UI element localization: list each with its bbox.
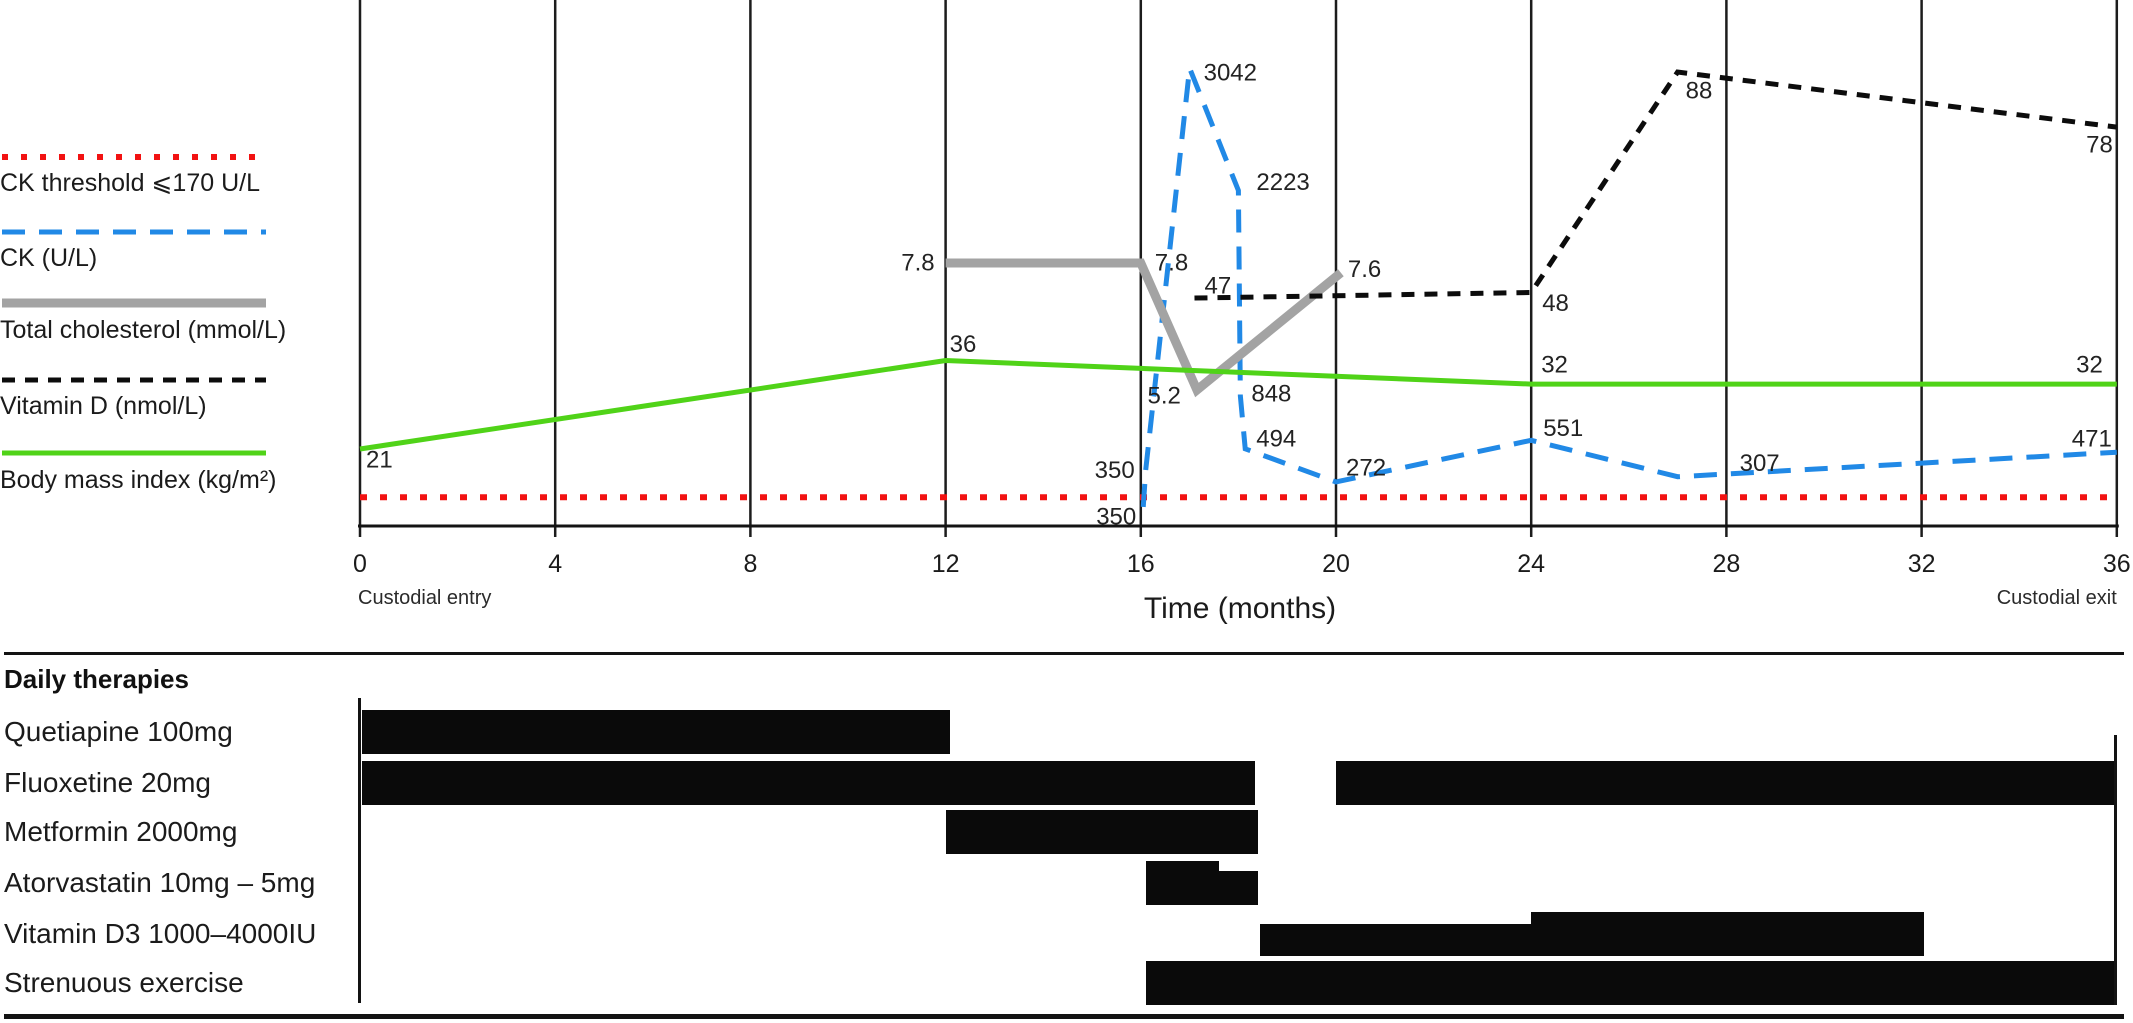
data-label-bmi-3: 32 bbox=[2076, 352, 2103, 379]
data-label-bmi-2: 32 bbox=[1541, 352, 1568, 379]
custodial-entry-note: Custodial entry bbox=[358, 587, 491, 609]
therapy-label-atorvastatin: Atorvastatin 10mg – 5mg bbox=[4, 867, 316, 898]
lab-results-chart: 0 4 8 12 16 20 24 28 32 3635035030422223848494272… bbox=[0, 0, 2131, 625]
therapy-label-quetiapine: Quetiapine 100mg bbox=[4, 716, 233, 747]
legend-label-bmi: Body mass index (kg/m²) bbox=[0, 466, 276, 494]
data-label-cholesterol-2: 5.2 bbox=[1148, 382, 1181, 409]
data-label-vitamin-d-2: 88 bbox=[1686, 78, 1713, 105]
data-label-ck-2: 3042 bbox=[1204, 60, 1257, 87]
therapy-bar-fluoxetine-0 bbox=[362, 761, 1256, 805]
legend-label-cholesterol: Total cholesterol (mmol/L) bbox=[0, 316, 286, 344]
tick-label-month-20: 20 bbox=[1322, 550, 1350, 578]
data-label-ck-5: 494 bbox=[1256, 425, 1296, 452]
therapy-bar-atorvastatin-1 bbox=[1218, 871, 1258, 905]
series-line-bmi bbox=[359, 357, 2117, 452]
therapy-label-vitamin-d3: Vitamin D3 1000–4000IU bbox=[4, 918, 317, 949]
therapy-label-exercise: Strenuous exercise bbox=[4, 967, 244, 998]
data-label-cholesterol-1: 7.8 bbox=[1155, 249, 1188, 276]
therapy-bar-exercise-0 bbox=[1145, 961, 2117, 1005]
legend-label-vitamin-d: Vitamin D (nmol/L) bbox=[0, 392, 207, 420]
tick-label-month-16: 16 bbox=[1127, 550, 1155, 578]
data-label-ck-3: 2223 bbox=[1256, 169, 1309, 196]
therapies-top-rule bbox=[4, 652, 2124, 655]
tick-label-month-28: 28 bbox=[1712, 550, 1740, 578]
data-label-bmi-1: 36 bbox=[950, 331, 977, 358]
data-label-ck-0: 350 bbox=[1096, 503, 1136, 530]
series-line-ck bbox=[1140, 67, 2117, 508]
data-label-ck-1: 350 bbox=[1095, 457, 1135, 484]
therapy-bar-metformin-0 bbox=[945, 810, 1258, 854]
series-line-cholesterol bbox=[945, 258, 1344, 398]
data-label-ck-7: 551 bbox=[1543, 415, 1583, 442]
tick-label-month-12: 12 bbox=[932, 550, 960, 578]
x-axis-title: Time (months) bbox=[1144, 592, 1336, 625]
tick-label-month-36: 36 bbox=[2103, 550, 2131, 578]
therapy-label-metformin: Metformin 2000mg bbox=[4, 816, 238, 847]
therapies-left-axis-line bbox=[358, 698, 361, 1003]
legend-label-ck: CK (U/L) bbox=[0, 244, 97, 272]
data-label-ck-4: 848 bbox=[1251, 380, 1291, 407]
data-label-cholesterol-0: 7.8 bbox=[901, 249, 934, 276]
data-label-vitamin-d-1: 48 bbox=[1542, 290, 1569, 317]
therapy-bar-vitamin-d3-1 bbox=[1531, 912, 1925, 956]
data-label-bmi-0: 21 bbox=[366, 447, 393, 474]
series-line-vitamin-d bbox=[1194, 69, 2118, 301]
tick-label-month-8: 8 bbox=[743, 550, 757, 578]
custodial-exit-note: Custodial exit bbox=[1997, 587, 2118, 609]
therapy-bar-fluoxetine-1 bbox=[1336, 761, 2117, 805]
data-label-ck-6: 272 bbox=[1346, 454, 1386, 481]
therapy-bar-quetiapine-0 bbox=[362, 710, 951, 754]
data-label-ck-9: 471 bbox=[2072, 426, 2112, 453]
legend-label-ck-threshold: CK threshold ⩽170 U/L bbox=[0, 169, 260, 197]
data-label-vitamin-d-3: 78 bbox=[2086, 132, 2113, 159]
tick-label-month-4: 4 bbox=[548, 550, 562, 578]
therapy-bar-atorvastatin-0 bbox=[1145, 861, 1219, 905]
therapies-title: Daily therapies bbox=[4, 664, 189, 694]
therapy-label-fluoxetine: Fluoxetine 20mg bbox=[4, 767, 212, 798]
tick-label-month-32: 32 bbox=[1908, 550, 1936, 578]
data-label-vitamin-d-0: 47 bbox=[1204, 273, 1231, 300]
therapy-bar-vitamin-d3-0 bbox=[1260, 924, 1532, 956]
therapies-right-axis-line bbox=[2114, 735, 2117, 1005]
tick-label-month-0: 0 bbox=[353, 550, 367, 578]
data-label-ck-8: 307 bbox=[1740, 450, 1780, 477]
data-label-cholesterol-3: 7.6 bbox=[1348, 256, 1381, 283]
therapies-bottom-rule bbox=[4, 1014, 2124, 1019]
tick-label-month-24: 24 bbox=[1517, 550, 1545, 578]
